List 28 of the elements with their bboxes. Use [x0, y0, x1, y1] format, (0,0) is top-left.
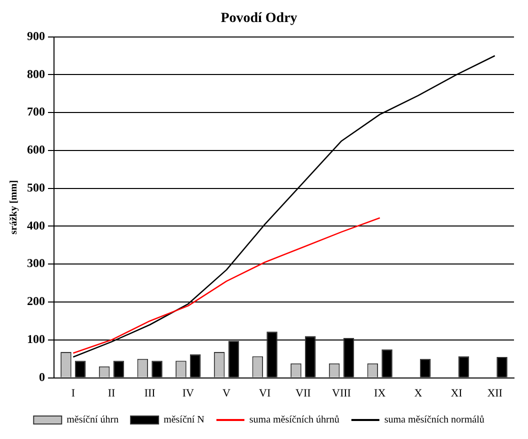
legend-label: suma měsíčních úhrnů	[249, 414, 340, 426]
y-tick-label: 500	[27, 180, 45, 194]
y-tick-label: 600	[27, 142, 45, 157]
legend-label: suma měsíčních normálů	[384, 414, 484, 426]
x-tick-label: IX	[374, 387, 386, 400]
x-tick-label: X	[414, 387, 422, 400]
x-tick-label: II	[108, 387, 116, 400]
y-tick-label: 100	[27, 332, 45, 346]
x-tick-label: XI	[450, 387, 463, 400]
x-tick-label: VIII	[332, 387, 352, 400]
x-tick-label: IV	[182, 387, 194, 400]
legend-label: měsíční N	[164, 414, 204, 426]
y-tick-label: 700	[27, 104, 45, 119]
y-axis-title: srážky [mm]	[8, 180, 20, 234]
x-tick-label: I	[71, 387, 76, 400]
x-tick-label: XII	[487, 387, 503, 400]
y-tick-label: 400	[27, 218, 45, 232]
x-tick-label: V	[222, 387, 231, 400]
y-tick-label: 300	[27, 256, 45, 270]
y-tick-label: 0	[39, 370, 45, 384]
legend-label: měsíční úhrn	[66, 414, 119, 426]
y-tick-label: 900	[27, 28, 45, 43]
y-tick-label: 200	[27, 294, 45, 308]
chart-title: Povodí Odry	[220, 11, 298, 26]
x-tick-label: VI	[259, 387, 271, 400]
x-tick-label: III	[144, 387, 156, 400]
y-tick-label: 800	[27, 66, 45, 81]
x-tick-label: VII	[296, 387, 312, 400]
